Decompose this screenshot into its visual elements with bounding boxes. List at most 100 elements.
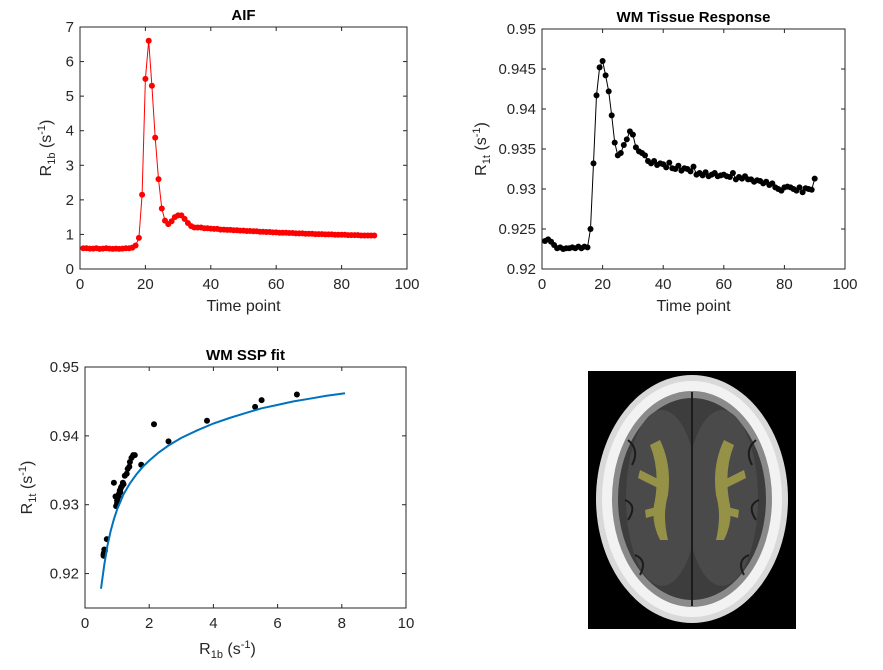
aif-ytick-label: 5 [66,88,74,105]
wm-data-point [808,186,815,193]
aif-title: AIF [231,7,255,24]
wm-data-point [729,170,736,176]
ssp-title: WM SSP fit [206,347,285,364]
ssp-data-point [123,470,130,477]
aif-data-point [158,205,165,212]
ssp-data-point [258,397,265,404]
aif-series-line [83,40,375,250]
aif-ylabel: R1b (s-1) [36,120,58,177]
wm-data-point [796,184,803,191]
ssp-data-point [117,486,124,493]
aif-ylabel-unit_open: (s [38,135,55,153]
ssp-ylabel-unit_sup: -1 [17,466,29,476]
ssp-xlabel: R1b (s-1) [199,639,256,661]
wm-ytick-label: 0.95 [507,21,536,38]
ssp-ylabel-main: R [19,503,36,515]
aif-xtick-label: 20 [137,276,154,293]
aif-ytick-label: 3 [66,157,74,174]
wm-ylabel-unit_close: ) [473,122,490,127]
aif-data-point [139,191,146,198]
aif-data-point [371,232,378,239]
ssp-xtick-label: 4 [209,615,217,632]
aif-data-point [135,234,142,241]
wm-data-point [584,244,591,251]
wm-ylabel-sub: 1t [481,155,493,164]
aif-ytick-label: 0 [66,261,74,278]
wm-data-point [617,150,624,156]
wm-series-line [544,59,816,250]
wm-ytick-label: 0.925 [498,221,536,238]
ssp-xlabel-unit_close: ) [251,641,256,658]
wm-ytick-label: 0.92 [507,261,536,278]
wm-data-point [629,131,636,138]
aif-xtick-label: 60 [268,276,285,293]
wm-data-point [590,160,597,167]
ssp-xlabel-main: R [199,641,211,658]
wm-data-point [666,159,673,166]
ssp-data-point [293,391,300,398]
ssp-data-point [131,452,138,459]
ssp-xtick-label: 10 [398,615,415,632]
wm-data-point [675,162,682,169]
wm-tissue-response-chart: WM Tissue Response 0 20 40 60 80 100 0.92 0.925 0… [471,9,858,315]
wm-ylabel-unit_open: (s [473,137,490,155]
aif-data-point [152,134,159,141]
ssp-ytick-label: 0.94 [50,428,79,445]
aif-chart: AIF 0 20 40 60 80 100 0 1 2 3 4 5 6 7 Time point R1b (s-… [36,7,420,315]
ssp-xtick-label: 0 [81,615,89,632]
ssp-data-point [151,421,157,428]
ssp-ytick-label: 0.95 [50,359,79,376]
aif-xtick-label: 100 [394,276,419,293]
ssp-xtick-label: 6 [273,615,281,632]
wm-ytick-label: 0.94 [507,101,536,118]
aif-ylabel-unit_sup: -1 [36,125,48,135]
wm-xtick-label: 80 [776,276,793,293]
ssp-data-point [126,463,133,470]
wm-title: WM Tissue Response [617,9,771,26]
aif-xtick-label: 0 [76,276,84,293]
wm-data-point [608,112,615,119]
wm-xtick-label: 60 [715,276,732,293]
wm-data-point [602,72,609,79]
aif-data-point [181,215,188,222]
wm-data-point [687,168,694,175]
ssp-ylabel: R1t (s-1) [17,461,39,515]
aif-xtick-label: 80 [333,276,350,293]
wm-data-point [642,152,648,159]
ssp-data-point [115,492,122,499]
wm-xtick-label: 20 [594,276,611,293]
wm-ytick-label: 0.945 [498,61,536,78]
aif-data-point [145,37,152,44]
ssp-ylabel-sub: 1t [27,494,39,503]
aif-ytick-label: 1 [66,226,74,243]
aif-data-point [148,82,155,89]
wm-data-point [620,142,627,148]
ssp-xlabel-unit_open: (s [223,641,241,658]
aif-axes-box [79,26,408,270]
ssp-xtick-label: 8 [338,615,346,632]
wm-data-point [690,163,697,170]
aif-data-point [132,242,139,249]
wm-ylabel-main: R [473,164,490,176]
wm-data-point [811,175,818,182]
wm-xtick-label: 40 [655,276,672,293]
ssp-xlabel-unit_sup: -1 [241,639,251,651]
aif-xlabel: Time point [206,298,281,315]
wm-ylabel-unit_sup: -1 [471,128,483,138]
ssp-data-point [110,479,117,486]
aif-ylabel-main: R [38,165,55,177]
wm-data-point [593,92,600,99]
wm-ytick-label: 0.935 [498,141,536,158]
aif-ytick-label: 4 [66,123,74,140]
wm-ytick-label: 0.93 [507,181,536,198]
aif-data-point [142,75,149,82]
wm-xtick-label: 100 [832,276,857,293]
ssp-data-point [165,438,172,445]
ssp-data-point [252,403,259,410]
wm-data-point [611,139,618,146]
wm-xtick-label: 0 [538,276,546,293]
aif-ytick-label: 6 [66,54,74,71]
wm-data-point [623,136,630,143]
